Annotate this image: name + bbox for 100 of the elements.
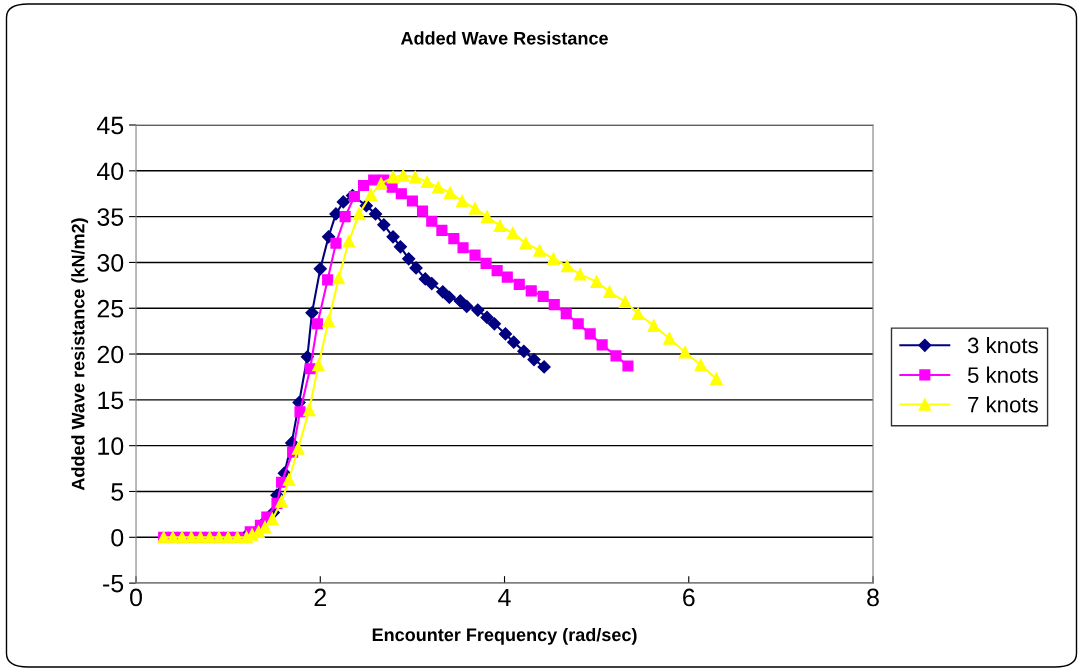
- y-tick-label: 35: [97, 208, 124, 226]
- point: [395, 188, 407, 200]
- point: [584, 328, 596, 340]
- point: [453, 294, 467, 308]
- point: [491, 265, 503, 277]
- point: [258, 520, 272, 534]
- point: [322, 274, 334, 286]
- point: [282, 473, 296, 486]
- point: [402, 252, 416, 266]
- point: [678, 345, 692, 359]
- point: [312, 358, 325, 372]
- point: [342, 235, 356, 248]
- point: [469, 249, 481, 261]
- point: [710, 372, 723, 386]
- point: [305, 306, 319, 320]
- point: [386, 170, 400, 184]
- legend-label: 7 knots: [968, 396, 1038, 413]
- point: [300, 350, 314, 364]
- point: [409, 261, 423, 275]
- point: [358, 179, 370, 192]
- y-tick-label: 0: [111, 528, 124, 547]
- x-tick-label: 0: [130, 588, 142, 607]
- point: [622, 360, 634, 372]
- point: [493, 219, 507, 233]
- point: [487, 317, 501, 331]
- point: [313, 262, 327, 276]
- y-tick-label: 10: [98, 437, 124, 455]
- point: [322, 314, 335, 328]
- y-tick-label: 15: [98, 391, 124, 410]
- point: [431, 181, 445, 194]
- point: [519, 236, 532, 250]
- point: [573, 268, 587, 281]
- legend-label: 5 knots: [967, 366, 1038, 383]
- chart-title: Added Wave Resistance: [400, 31, 608, 45]
- point: [302, 403, 316, 417]
- point: [339, 211, 351, 223]
- point: [572, 318, 584, 330]
- point: [330, 237, 342, 249]
- x-tick-label: 4: [498, 588, 511, 607]
- point: [507, 335, 521, 349]
- point: [266, 512, 279, 526]
- point: [386, 230, 400, 244]
- point: [408, 170, 422, 184]
- point: [448, 233, 460, 245]
- point: [426, 215, 438, 227]
- point: [406, 195, 418, 207]
- point: [537, 360, 551, 374]
- point: [275, 495, 288, 508]
- point: [368, 207, 383, 221]
- point: [694, 358, 707, 372]
- point: [443, 186, 457, 200]
- point: [480, 310, 494, 324]
- point: [468, 202, 482, 215]
- point: [610, 350, 622, 362]
- point: [420, 175, 434, 189]
- point: [560, 259, 574, 273]
- point: [537, 290, 549, 302]
- y-tick-label: 40: [96, 162, 124, 181]
- y-axis-title: Added Wave resistance (kN/m2): [71, 218, 89, 491]
- point: [393, 240, 408, 254]
- y-tick-label: 25: [97, 299, 124, 318]
- y-tick-label: 45: [96, 116, 124, 135]
- legend-label: 3 knots: [967, 337, 1038, 354]
- point: [618, 295, 632, 309]
- point: [603, 285, 616, 299]
- point: [560, 308, 572, 320]
- point: [460, 299, 474, 313]
- point: [294, 406, 306, 418]
- point: [457, 242, 469, 254]
- point: [501, 271, 513, 283]
- x-tick-label: 8: [867, 588, 879, 607]
- point: [525, 285, 537, 297]
- point: [425, 276, 439, 291]
- point: [291, 442, 305, 455]
- point: [548, 299, 560, 311]
- point: [332, 271, 345, 285]
- point: [442, 290, 456, 304]
- x-tick-label: 6: [683, 588, 695, 607]
- point: [321, 230, 336, 244]
- y-tick-label: 5: [111, 483, 124, 501]
- point: [527, 352, 541, 367]
- point: [471, 303, 485, 317]
- point: [547, 252, 560, 266]
- y-tick-label: 30: [97, 254, 124, 272]
- point: [352, 207, 366, 221]
- point: [377, 218, 391, 232]
- point: [364, 188, 378, 201]
- point: [374, 177, 388, 190]
- point: [311, 318, 324, 330]
- point: [480, 257, 492, 269]
- point: [517, 344, 531, 358]
- point: [416, 205, 429, 217]
- x-axis-title: Encounter Frequency (rad/sec): [372, 627, 637, 645]
- point: [513, 278, 525, 290]
- y-tick-label: -5: [103, 574, 124, 593]
- point: [647, 319, 661, 332]
- point: [498, 327, 513, 341]
- point: [336, 195, 350, 209]
- point: [596, 339, 608, 351]
- point: [436, 224, 448, 236]
